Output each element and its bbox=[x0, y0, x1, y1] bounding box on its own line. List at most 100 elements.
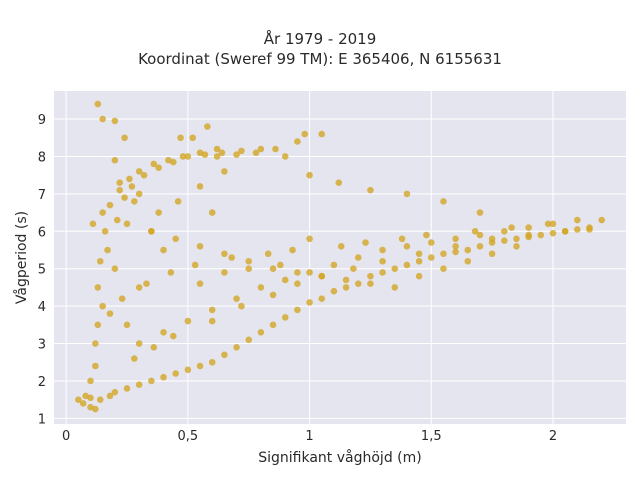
data-point bbox=[111, 265, 119, 273]
data-point bbox=[354, 254, 362, 261]
data-point bbox=[87, 394, 94, 402]
data-point bbox=[549, 220, 557, 228]
data-point bbox=[379, 257, 386, 265]
data-point bbox=[500, 237, 508, 244]
y-tick-label: 5 bbox=[38, 263, 46, 278]
data-point bbox=[208, 306, 216, 314]
y-tick-label: 7 bbox=[38, 188, 46, 203]
data-point bbox=[464, 246, 472, 254]
data-point bbox=[318, 130, 326, 138]
y-tick-label: 9 bbox=[38, 113, 46, 128]
data-point bbox=[89, 220, 97, 228]
data-point bbox=[79, 400, 87, 407]
data-point bbox=[440, 198, 447, 205]
data-point bbox=[135, 284, 143, 291]
data-point bbox=[123, 385, 131, 392]
data-point bbox=[87, 377, 94, 385]
data-point bbox=[423, 231, 430, 239]
data-point bbox=[301, 130, 309, 138]
data-point bbox=[167, 269, 175, 276]
data-point bbox=[342, 276, 350, 284]
data-point bbox=[306, 171, 313, 179]
data-point bbox=[294, 280, 301, 287]
data-point bbox=[537, 231, 545, 239]
data-point bbox=[294, 269, 301, 276]
data-point bbox=[228, 254, 235, 261]
data-point bbox=[335, 179, 343, 186]
data-point bbox=[306, 235, 313, 243]
data-point bbox=[118, 295, 126, 302]
data-point bbox=[140, 171, 148, 179]
data-point bbox=[257, 284, 265, 291]
data-point bbox=[143, 280, 150, 287]
data-point bbox=[281, 153, 289, 160]
data-point bbox=[99, 209, 106, 216]
data-point bbox=[281, 276, 289, 284]
data-point bbox=[184, 153, 192, 160]
data-point bbox=[172, 235, 180, 243]
data-point bbox=[544, 220, 552, 228]
data-point bbox=[440, 265, 447, 273]
data-point bbox=[294, 306, 301, 314]
data-point bbox=[476, 242, 484, 250]
data-point bbox=[277, 261, 284, 269]
data-point bbox=[233, 151, 240, 158]
data-point bbox=[269, 265, 277, 273]
data-point bbox=[135, 340, 143, 347]
y-tick-label: 1 bbox=[38, 412, 46, 427]
data-point bbox=[598, 216, 605, 224]
data-point bbox=[452, 235, 459, 243]
data-point bbox=[128, 183, 136, 190]
data-point bbox=[184, 366, 192, 374]
data-point bbox=[272, 145, 279, 153]
data-point bbox=[586, 226, 593, 233]
data-point bbox=[574, 226, 581, 233]
data-point bbox=[269, 321, 277, 329]
data-point bbox=[123, 321, 131, 329]
data-point bbox=[464, 257, 472, 265]
data-point bbox=[525, 231, 532, 239]
data-point bbox=[488, 250, 496, 258]
data-point bbox=[379, 269, 386, 276]
data-point bbox=[116, 179, 124, 186]
data-point bbox=[106, 392, 114, 400]
data-point bbox=[96, 396, 104, 403]
data-point bbox=[135, 168, 143, 175]
data-point bbox=[367, 186, 374, 194]
data-point bbox=[218, 149, 226, 157]
data-point bbox=[252, 149, 260, 157]
data-point bbox=[427, 239, 435, 246]
data-point bbox=[213, 153, 221, 160]
data-point bbox=[75, 396, 82, 403]
data-point bbox=[189, 134, 197, 142]
data-point bbox=[245, 336, 253, 344]
data-point bbox=[500, 228, 508, 235]
data-point bbox=[337, 242, 345, 250]
data-point bbox=[121, 194, 128, 201]
x-tick-label: 1,5 bbox=[421, 429, 442, 444]
data-point bbox=[160, 373, 167, 381]
y-tick-label: 8 bbox=[38, 150, 46, 165]
chart-subtitle: Koordinat (Sweref 99 TM): E 365406, N 61… bbox=[138, 50, 502, 68]
data-point bbox=[257, 145, 265, 153]
data-point bbox=[330, 287, 338, 295]
data-point bbox=[160, 246, 167, 254]
data-point bbox=[549, 229, 557, 237]
data-point bbox=[294, 138, 301, 145]
data-point bbox=[221, 351, 228, 359]
data-point bbox=[350, 265, 357, 273]
y-axis-label: Vågperiod (s) bbox=[13, 211, 30, 304]
data-point bbox=[415, 272, 423, 280]
data-point bbox=[257, 329, 265, 336]
data-point bbox=[174, 198, 182, 205]
x-tick-label: 1 bbox=[305, 429, 313, 444]
data-point bbox=[508, 224, 515, 231]
data-point bbox=[318, 272, 326, 280]
data-point bbox=[403, 190, 411, 198]
data-point bbox=[208, 209, 216, 216]
data-point bbox=[476, 231, 484, 239]
data-point bbox=[452, 248, 459, 256]
data-point bbox=[233, 295, 240, 302]
data-point bbox=[92, 405, 99, 413]
data-point bbox=[131, 355, 138, 362]
